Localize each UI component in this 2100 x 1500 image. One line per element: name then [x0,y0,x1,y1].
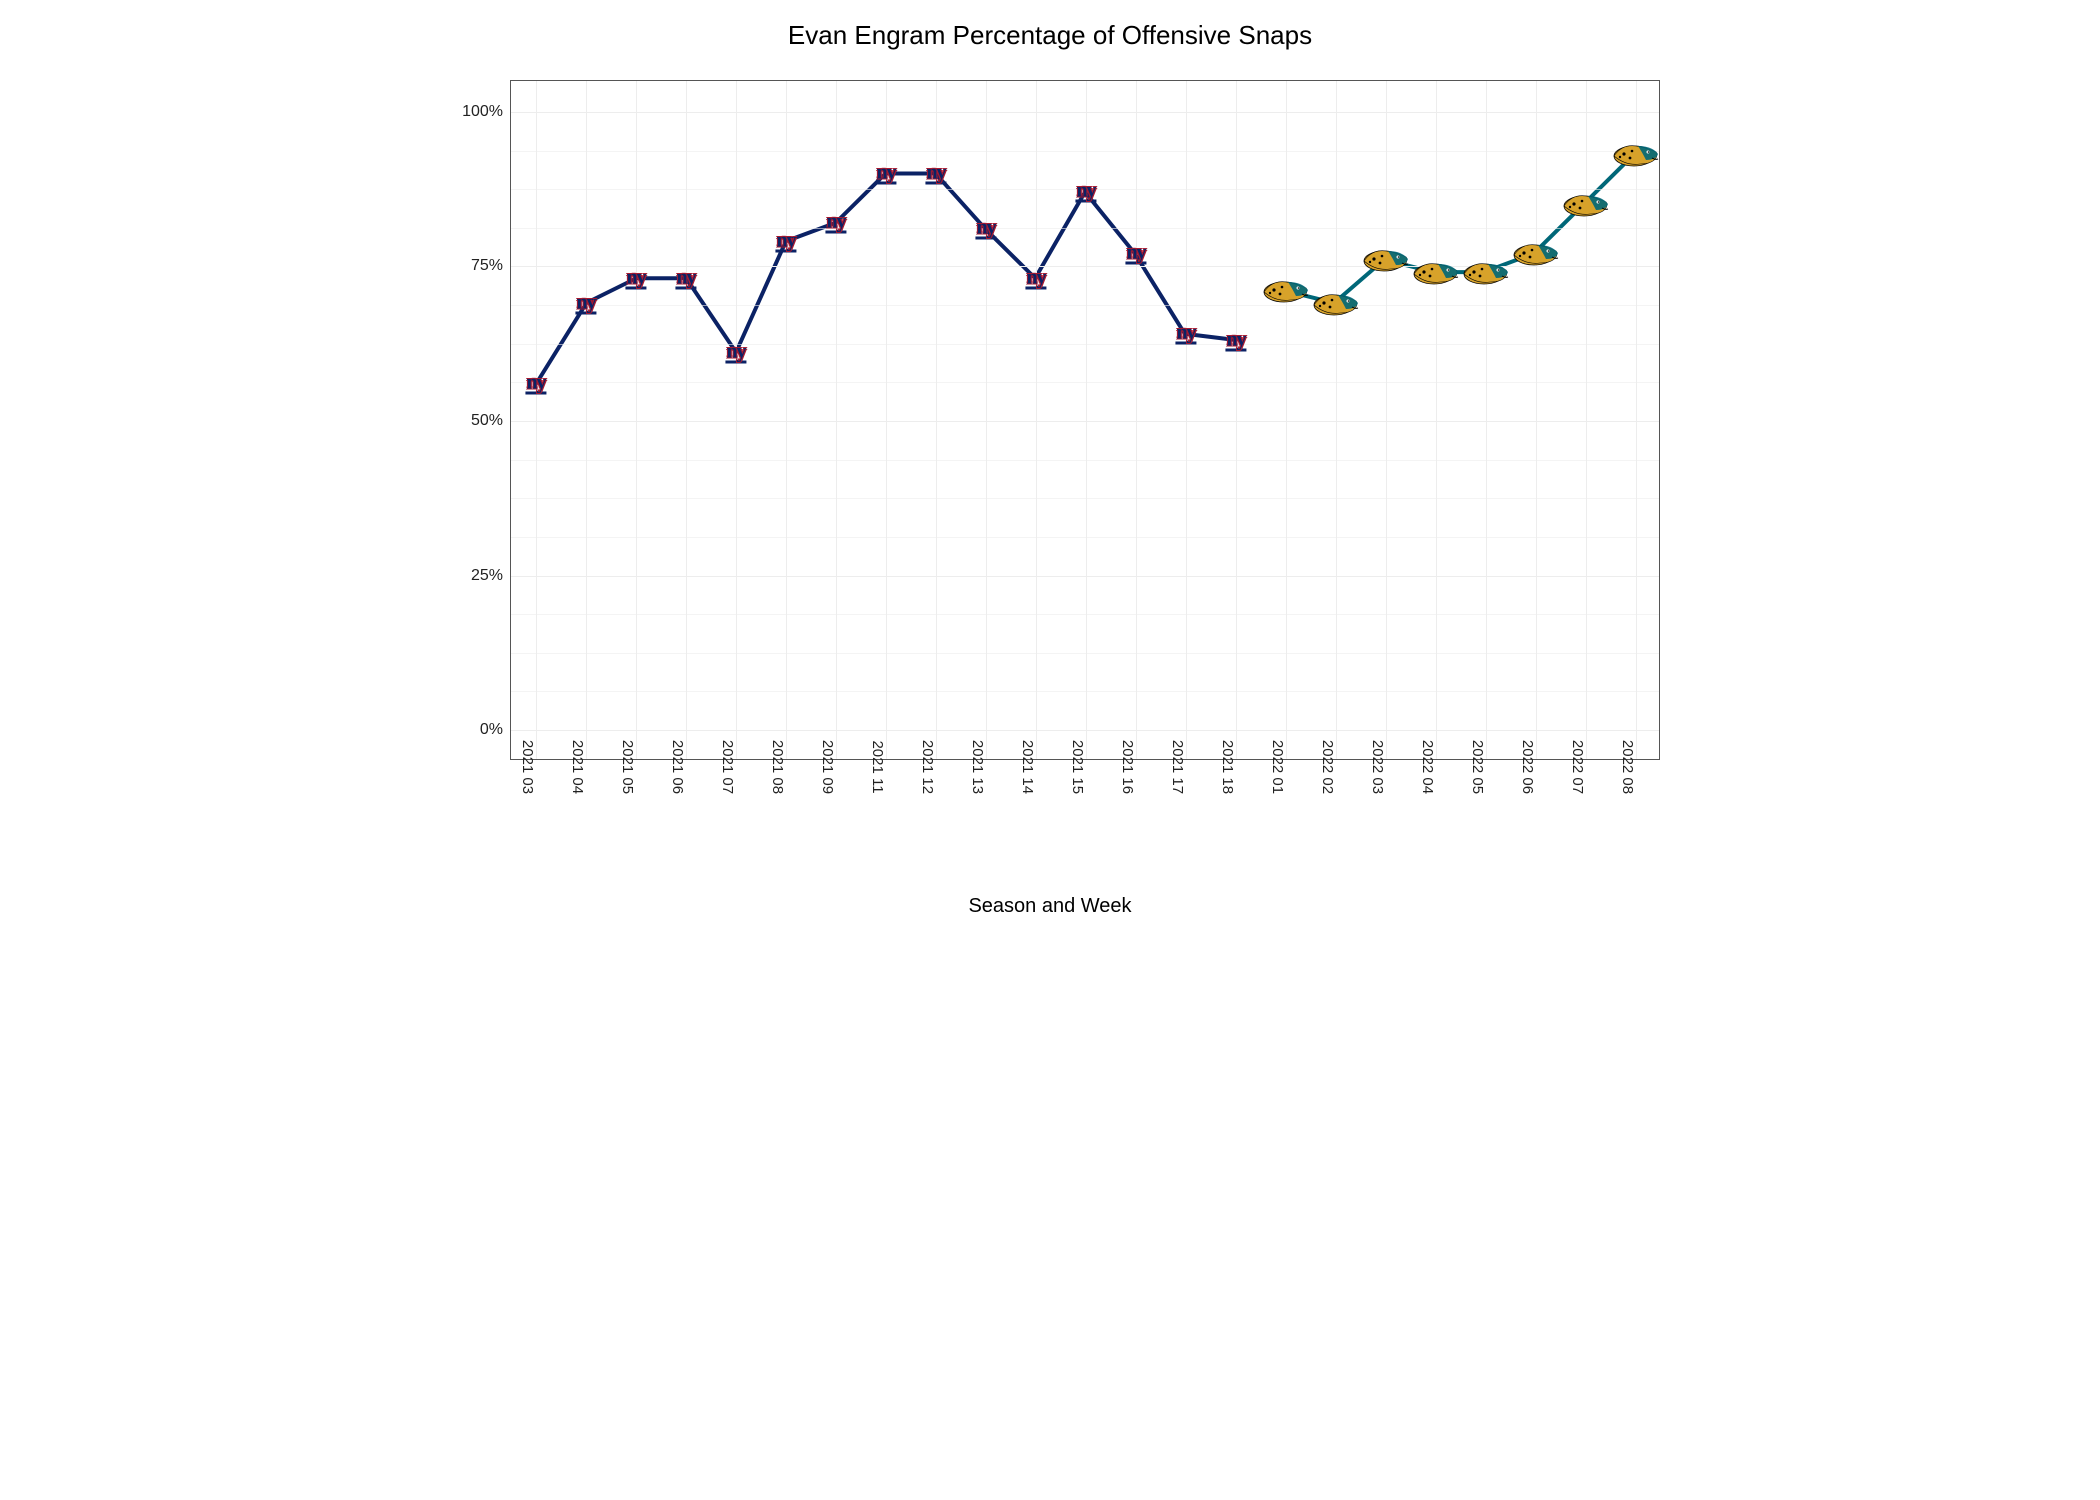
gridline-v [1236,81,1237,759]
x-tick-label: 2021 18 [1219,740,1236,794]
x-tick-label: 2021 12 [919,740,936,794]
chart-title: Evan Engram Percentage of Offensive Snap… [420,20,1680,51]
x-tick-label: 2021 07 [719,740,736,794]
gridline-v [1286,81,1287,759]
gridline-v [936,81,937,759]
y-tick-label: 75% [471,257,503,275]
x-tick-label: 2021 09 [819,740,836,794]
x-tick-label: 2021 15 [1069,740,1086,794]
x-tick-label: 2022 02 [1319,740,1336,794]
y-tick-label: 50% [471,412,503,430]
gridline-v [636,81,637,759]
x-tick-label: 2022 05 [1469,740,1486,794]
gridline-v [1536,81,1537,759]
x-tick-label: 2021 06 [669,740,686,794]
gridline-v [836,81,837,759]
y-tick-label: 25% [471,567,503,585]
gridline-v [1036,81,1037,759]
gridline-v [586,81,587,759]
gridline-v [886,81,887,759]
y-tick-label: 0% [480,721,503,739]
x-tick-label: 2022 08 [1619,740,1636,794]
gridline-v [1436,81,1437,759]
gridline-v [986,81,987,759]
x-tick-label: 2022 01 [1269,740,1286,794]
x-tick-label: 2022 06 [1519,740,1536,794]
x-tick-label: 2021 03 [519,740,536,794]
x-axis-label: Season and Week [968,895,1131,918]
gridline-v [1636,81,1637,759]
gridline-v [736,81,737,759]
chart-container: Evan Engram Percentage of Offensive Snap… [420,20,1680,920]
x-tick-label: 2022 07 [1569,740,1586,794]
gridline-v [686,81,687,759]
gridline-v [1386,81,1387,759]
gridline-v [1486,81,1487,759]
x-tick-label: 2021 11 [869,740,886,793]
x-tick-label: 2021 05 [619,740,636,794]
gridline-v [1086,81,1087,759]
x-tick-label: 2022 03 [1369,740,1386,794]
x-tick-label: 2021 13 [969,740,986,794]
gridline-v [1136,81,1137,759]
x-tick-label: 2021 14 [1019,740,1036,794]
gridline-v [1336,81,1337,759]
plot-area: 0%25%50%75%100%2021 032021 042021 052021… [510,80,1660,760]
gridline-v [1586,81,1587,759]
gridline-v [1186,81,1187,759]
gridline-v [536,81,537,759]
x-tick-label: 2021 08 [769,740,786,794]
x-tick-label: 2021 16 [1119,740,1136,794]
y-tick-label: 100% [462,103,503,121]
x-tick-label: 2021 17 [1169,740,1186,794]
x-tick-label: 2022 04 [1419,740,1436,794]
x-tick-label: 2021 04 [569,740,586,794]
gridline-v [786,81,787,759]
